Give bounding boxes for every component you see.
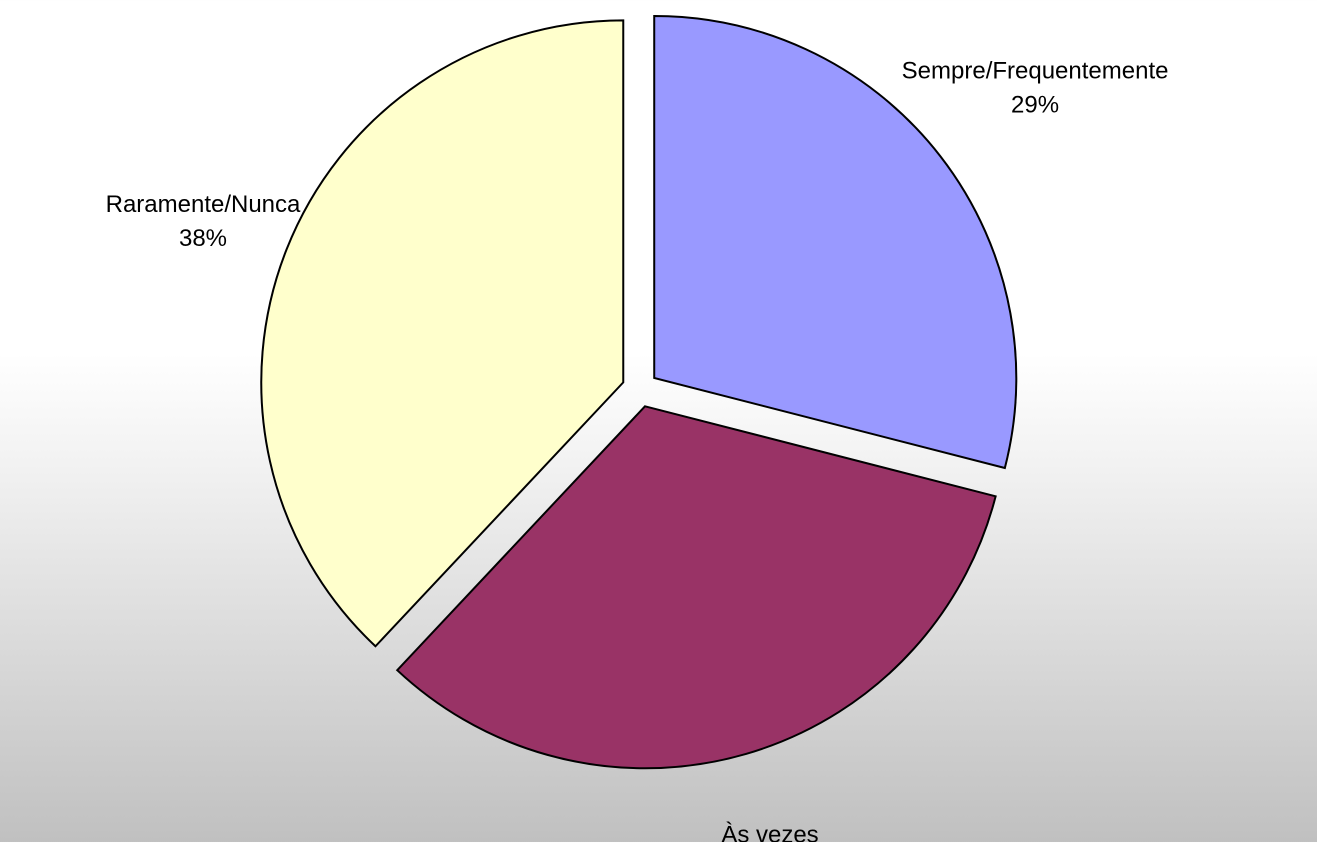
pie-slice-2 [260,19,625,648]
slices-layer [260,14,1018,770]
slice-percent-2: 38% [179,225,227,252]
slice-label-1: Às vezes [721,821,818,842]
slice-label-group-1: Às vezes33% [721,821,818,847]
slice-label-2: Raramente/Nunca [106,191,301,218]
slice-percent-0: 29% [1011,92,1059,119]
slice-label-group-2: Raramente/Nunca 38% [106,191,301,252]
slice-label-0: Sempre/Frequentemente [902,58,1169,85]
slice-label-group-0: Sempre/Frequentemente 29% [902,58,1169,119]
pie-slice-1 [395,405,997,770]
pie-slice-0 [653,14,1018,470]
